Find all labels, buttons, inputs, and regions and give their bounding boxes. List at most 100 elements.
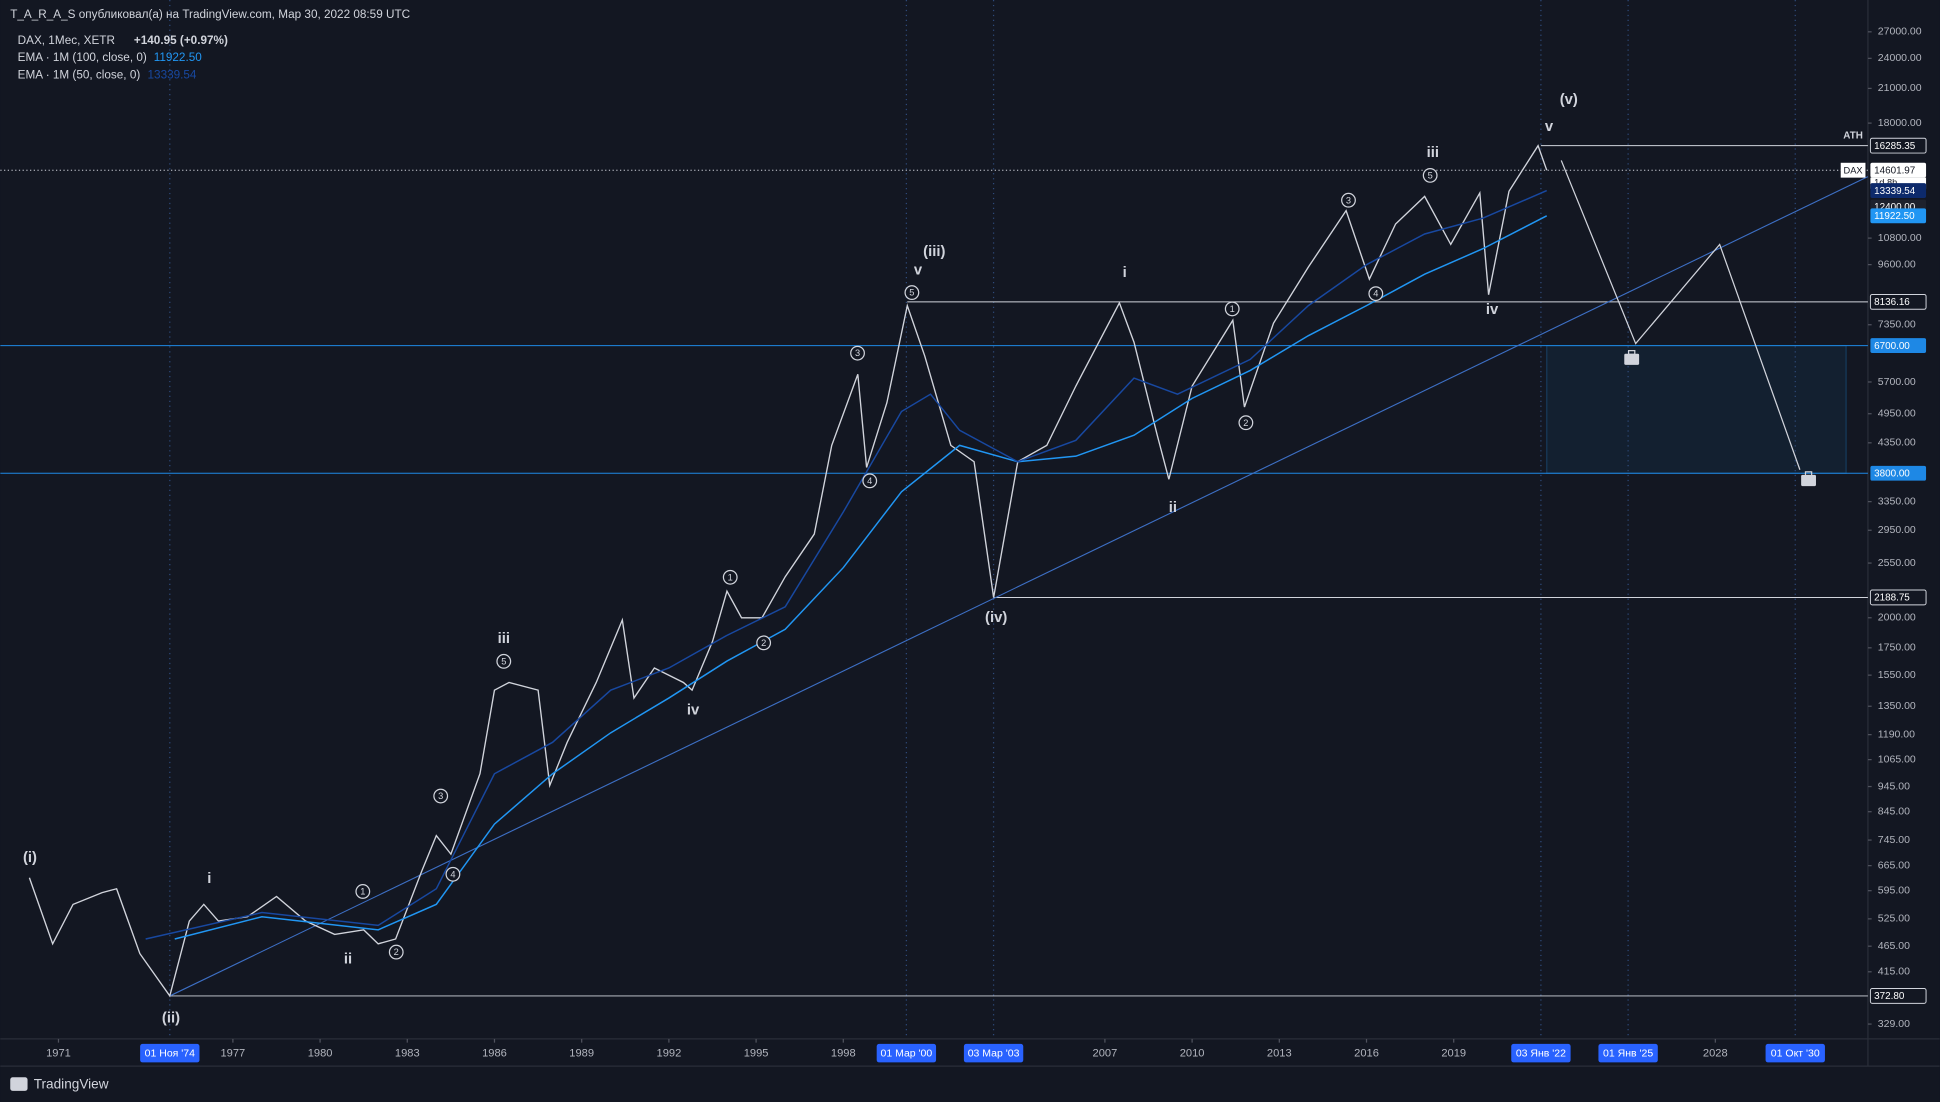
target-icon-handle xyxy=(1804,471,1813,477)
y-tick-label: 595.00 xyxy=(1878,884,1910,896)
x-tick-label: 2028 xyxy=(1703,1048,1728,1060)
price-badge-label: 12400.00 xyxy=(1874,202,1916,213)
y-tick-label: 9600.00 xyxy=(1878,258,1916,270)
y-tick-label: 24000.00 xyxy=(1878,52,1922,64)
wave-circle xyxy=(1422,167,1438,183)
wave-label: (v) xyxy=(1560,92,1578,108)
date-badge xyxy=(963,1043,1024,1063)
wave-label: 4 xyxy=(1373,289,1378,299)
date-badge xyxy=(1511,1043,1571,1063)
x-tick-label: 1992 xyxy=(657,1048,682,1060)
x-tick-label: 2016 xyxy=(1354,1048,1379,1060)
y-tick-label: 10800.00 xyxy=(1878,232,1922,244)
symbol-tag-label: DAX xyxy=(1844,165,1863,175)
date-badge xyxy=(1598,1043,1658,1063)
x-tick-label: 2019 xyxy=(1441,1048,1466,1060)
wave-label: iv xyxy=(1486,302,1499,318)
y-tick-label: 2550.00 xyxy=(1878,557,1916,569)
date-badge xyxy=(140,1043,200,1063)
y-tick-label: 745.00 xyxy=(1878,834,1910,846)
target-icon xyxy=(1801,474,1816,487)
y-tick-label: 18000.00 xyxy=(1878,117,1922,129)
wave-circle xyxy=(850,345,865,361)
wave-label: (ii) xyxy=(162,1011,180,1027)
wave-circle xyxy=(1368,286,1384,302)
date-badge-label: 01 Мар '00 xyxy=(880,1048,932,1060)
wave-circle xyxy=(862,473,878,489)
legend-value: 11922.50 xyxy=(154,51,203,64)
y-tick-label: 1065.00 xyxy=(1878,753,1916,765)
date-badge-label: 01 Ноя '74 xyxy=(145,1048,195,1060)
wave-label: 1 xyxy=(728,572,733,582)
y-tick-label: 27000.00 xyxy=(1878,26,1922,38)
wave-label: i xyxy=(207,871,211,887)
price-badge xyxy=(1870,338,1927,354)
wave-label: ATH xyxy=(1843,131,1863,142)
y-tick-label: 4950.00 xyxy=(1878,408,1916,420)
wave-label: 2 xyxy=(1243,418,1248,428)
y-tick-label: 3350.00 xyxy=(1878,495,1916,507)
wave-label: (iv) xyxy=(985,610,1007,626)
y-tick-label: 2950.00 xyxy=(1878,524,1916,536)
x-tick-label: 2007 xyxy=(1093,1048,1118,1060)
wave-label: 5 xyxy=(501,656,506,666)
y-tick-label: 1550.00 xyxy=(1878,669,1916,681)
wave-label: iv xyxy=(687,703,700,719)
wave-label: v xyxy=(914,262,923,278)
x-tick-label: 1983 xyxy=(395,1048,420,1060)
price-badge xyxy=(1870,208,1927,224)
publisher: T_A_R_A_S опубликовал(а) на TradingView.… xyxy=(10,8,410,21)
y-tick-label: 415.00 xyxy=(1878,966,1910,978)
price-badge-label: 8136.16 xyxy=(1874,297,1910,308)
price-badge xyxy=(1869,988,1927,1004)
y-tick-label: 1190.00 xyxy=(1878,728,1915,740)
price-badge-label: 2188.75 xyxy=(1874,593,1910,604)
wave-label: (i) xyxy=(23,850,37,866)
price-badge xyxy=(1870,162,1927,178)
plot: (i)(ii)iii1234iii5iv12345v(iii)(iv)iii12… xyxy=(0,0,1869,1039)
price-badge xyxy=(1869,137,1927,154)
wave-label: 3 xyxy=(855,348,860,358)
wave-label: iii xyxy=(498,631,510,647)
brand: TradingView xyxy=(34,1076,109,1091)
date-badge xyxy=(876,1043,937,1063)
legend-name: DAX, 1Мес, XETR xyxy=(18,34,115,47)
legend-change: +140.95 (+0.97%) xyxy=(134,34,228,47)
y-tick-label: 945.00 xyxy=(1878,780,1910,792)
x-tick-label: 1989 xyxy=(569,1048,594,1060)
target-icon-handle xyxy=(1627,350,1636,355)
price-badge-label: 11922.50 xyxy=(1874,211,1915,222)
price-line xyxy=(28,144,1548,998)
wave-label: v xyxy=(1545,119,1554,135)
y-tick-label: 1350.00 xyxy=(1878,700,1916,712)
y-tick-label: 525.00 xyxy=(1878,913,1910,925)
wave-label: 4 xyxy=(867,476,872,486)
wave-label: 3 xyxy=(438,791,443,801)
target-zone xyxy=(1546,344,1847,474)
y-tick-label: 329.00 xyxy=(1878,1018,1910,1030)
wave-circle xyxy=(388,944,404,960)
x-tick-label: 1980 xyxy=(308,1048,333,1060)
y-tick-label: 1750.00 xyxy=(1878,642,1916,654)
ema-line xyxy=(174,215,1548,940)
target-icon xyxy=(1624,353,1640,365)
wave-label: iii xyxy=(1427,145,1439,161)
x-tick-label: 1995 xyxy=(744,1048,769,1060)
wave-circle xyxy=(1224,301,1240,317)
wave-label: 5 xyxy=(1428,170,1433,180)
x-tick-label: 1998 xyxy=(831,1048,856,1060)
x-tick-label: 1977 xyxy=(221,1048,246,1060)
x-tick-label: 2013 xyxy=(1267,1048,1292,1060)
wave-circle xyxy=(433,788,449,804)
wave-circle xyxy=(496,653,512,669)
price-badge-label: 14601.97 xyxy=(1874,165,1915,176)
y-tick-label: 665.00 xyxy=(1878,859,1910,871)
date-badge-label: 03 Мар '03 xyxy=(968,1048,1020,1060)
wave-circle xyxy=(1238,415,1254,431)
x-tick-label: 2010 xyxy=(1180,1048,1205,1060)
wave-label: 5 xyxy=(909,288,914,298)
date-badge-label: 01 Янв '25 xyxy=(1603,1048,1653,1060)
symbol-tag xyxy=(1840,162,1866,178)
